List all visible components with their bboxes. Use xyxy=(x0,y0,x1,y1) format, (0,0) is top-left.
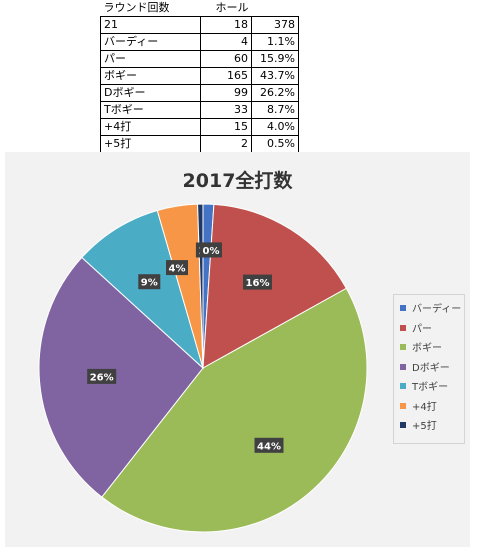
table-cell: Tボギー xyxy=(100,101,201,119)
table-cell: 4 xyxy=(200,33,252,51)
table-cell: 2 xyxy=(200,135,252,153)
table-cell: ホール xyxy=(215,1,249,14)
legend-swatch xyxy=(400,324,406,331)
legend-label: ボギー xyxy=(412,343,442,354)
legend-item: Tボギー xyxy=(400,381,448,395)
stats-table: ラウンド回数 ホール 21 18 378 バーディー 4 1.1% パー 60 15.9% ボギー 16… xyxy=(100,0,299,153)
table-cell: 18 xyxy=(200,16,252,34)
data-label: 4% xyxy=(166,260,188,276)
data-label-box xyxy=(254,437,284,453)
legend-swatch xyxy=(400,305,406,311)
data-label-text: 4% xyxy=(169,264,186,275)
table-cell: Dボギー xyxy=(100,84,201,102)
legend-label: +4打 xyxy=(412,401,437,413)
legend-swatch xyxy=(400,363,406,370)
pie-slice xyxy=(202,203,348,369)
table-cell: 60 xyxy=(200,50,252,68)
table-row: 21 18 378 xyxy=(100,16,299,34)
data-label-text: 16% xyxy=(246,278,270,289)
pie-slice xyxy=(101,287,368,533)
table-cell: 165 xyxy=(200,67,252,85)
table-row: +5打 2 0.5% xyxy=(100,135,299,153)
legend-item: +5打 xyxy=(400,420,437,434)
data-label: 16% xyxy=(243,274,272,290)
chart-legend: バーディーパーボギー Dボギー Tボギー +4打 +5打 xyxy=(393,294,465,444)
table-cell: 8.7% xyxy=(251,101,299,119)
legend-swatch xyxy=(400,383,406,389)
data-label: 26% xyxy=(87,368,117,384)
chart-area: 1%16%44%26%9%4%0% 2017全打数 バーディーパーボギーDボギー… xyxy=(5,152,470,547)
data-label-text: 0% xyxy=(203,246,220,257)
legend-item: パー xyxy=(400,323,432,337)
legend-label: +5打 xyxy=(412,421,437,432)
table-cell: 26.2% xyxy=(251,84,299,102)
table-row: パー 60 15.9% xyxy=(100,50,299,68)
table-cell: 33 xyxy=(200,101,252,119)
table-header-row: ラウンド回数 ホール xyxy=(101,0,299,17)
data-label-text: 9% xyxy=(141,278,158,289)
table-cell: 1.1% xyxy=(251,33,299,51)
table-cell: +5打 xyxy=(100,135,201,153)
table-cell: 0.5% xyxy=(251,135,299,153)
table-row: +4打 15 4.0% xyxy=(100,118,299,136)
data-label-text: 44% xyxy=(257,441,281,452)
table-cell: パー xyxy=(100,50,201,68)
table-cell: 4.0% xyxy=(251,118,299,136)
legend-label: Dボギー xyxy=(412,362,450,374)
table-cell: バーディー xyxy=(100,33,201,51)
data-label-box xyxy=(243,274,272,290)
legend-swatch xyxy=(400,422,406,428)
data-label-box xyxy=(166,260,188,276)
table-row: Tボギー 33 8.7% xyxy=(100,101,299,119)
legend-swatch xyxy=(400,344,406,350)
table-cell: 99 xyxy=(200,84,252,102)
table-row: ボギー 165 43.7% xyxy=(100,67,299,85)
table-cell xyxy=(252,0,299,17)
legend-item: +4打 xyxy=(400,401,437,415)
legend-swatch xyxy=(400,402,406,409)
legend-label: バーディー xyxy=(412,304,462,315)
table-row: バーディー 4 1.1% xyxy=(100,33,299,51)
legend-label: パー xyxy=(412,323,432,335)
table-cell: 21 xyxy=(100,16,201,34)
pie-slice xyxy=(38,256,204,498)
pie-slice xyxy=(81,209,204,370)
data-label: 44% xyxy=(254,437,284,453)
table-cell: 43.7% xyxy=(251,67,299,85)
table-cell: 15 xyxy=(200,118,252,136)
legend-item: ボギー xyxy=(400,342,442,356)
table-cell: +4打 xyxy=(100,118,201,136)
legend-item: バーディー xyxy=(400,303,461,317)
data-label-text: 26% xyxy=(90,372,114,383)
legend-item: Dボギー xyxy=(400,362,450,376)
table-cell: 378 xyxy=(251,16,299,34)
data-label-box xyxy=(138,274,161,290)
data-label: 0% xyxy=(200,242,222,258)
pie-chart: 1%16%44%26%9%4%0% xyxy=(38,203,368,533)
chart-title: 2017全打数 xyxy=(182,170,293,192)
table-cell: 15.9% xyxy=(251,50,299,68)
table-cell: ラウンド回数 xyxy=(103,1,170,14)
table-row: Dボギー 99 26.2% xyxy=(100,84,299,102)
legend-label: Tボギー xyxy=(412,382,449,393)
data-label-box xyxy=(87,368,117,384)
table-cell: ボギー xyxy=(100,67,201,85)
data-label: 9% xyxy=(138,274,161,290)
data-label-box xyxy=(200,242,222,258)
